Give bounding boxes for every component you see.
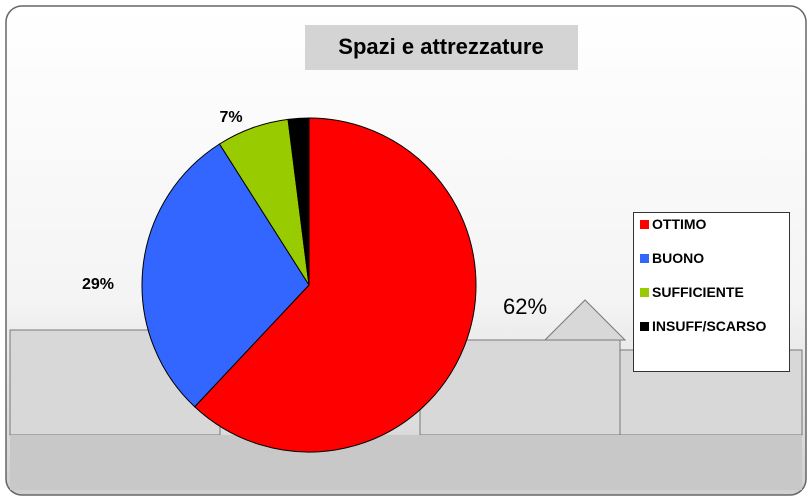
legend-item: SUFFICIENTE	[640, 285, 783, 300]
slide: Spazi e attrezzature 62% 29% 7% OTTIMO BUON…	[0, 0, 812, 501]
data-label: 62%	[503, 294, 547, 319]
legend-item: INSUFF/SCARSO	[640, 319, 783, 334]
legend-label: INSUFF/SCARSO	[652, 319, 770, 334]
legend: OTTIMO BUONO SUFFICIENTE INSUFF/SCARSO	[633, 212, 790, 372]
legend-swatch	[640, 254, 649, 263]
legend-item: OTTIMO	[640, 217, 783, 232]
legend-swatch	[640, 288, 649, 297]
data-label: 29%	[82, 276, 114, 293]
data-label: 7%	[219, 109, 242, 126]
chart-title: Spazi e attrezzature	[338, 34, 543, 59]
legend-label: BUONO	[652, 251, 770, 266]
legend-label: SUFFICIENTE	[652, 285, 770, 300]
legend-label: OTTIMO	[652, 217, 770, 232]
legend-item: BUONO	[640, 251, 783, 266]
legend-swatch	[640, 220, 649, 229]
legend-swatch	[640, 322, 649, 331]
pie	[142, 118, 476, 452]
